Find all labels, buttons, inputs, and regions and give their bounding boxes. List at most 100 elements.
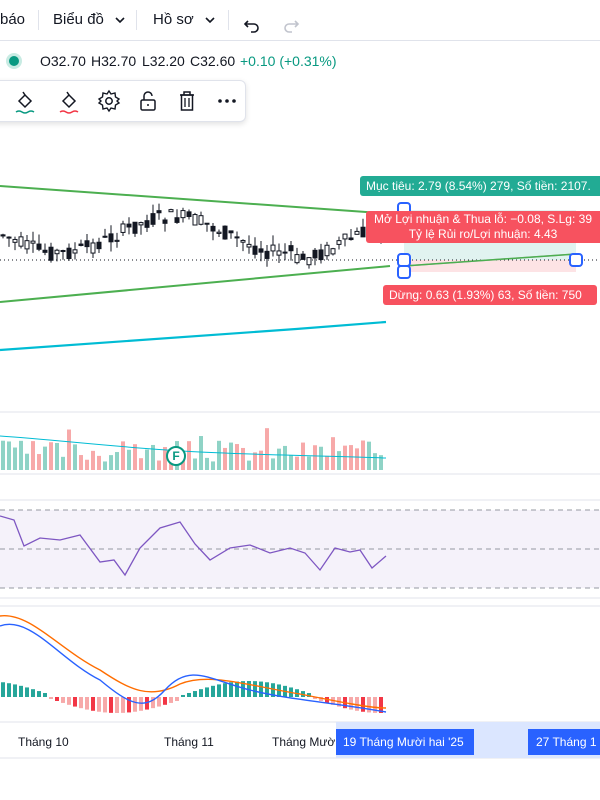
macd-histogram-bar <box>115 697 119 713</box>
toolbar-divider <box>136 10 137 30</box>
macd-histogram-bar <box>61 697 65 703</box>
macd-histogram-bar <box>1 682 5 697</box>
volume-bar <box>61 456 65 470</box>
profile-menu-button[interactable]: Hồ sơ <box>153 0 216 40</box>
candle-body <box>84 240 90 248</box>
risk-reward-label: Tỷ lệ Rủi ro/Lợi nhuận: 4.43 <box>408 227 558 241</box>
chart-menu-button[interactable]: Biểu đồ <box>53 0 126 40</box>
candle-body <box>54 249 60 255</box>
fill-color-button[interactable] <box>55 87 83 115</box>
lock-button[interactable] <box>134 87 162 115</box>
paint-bucket-icon <box>59 91 79 114</box>
candle-body <box>270 244 276 252</box>
line-color-button[interactable] <box>11 87 39 115</box>
settings-button[interactable] <box>95 87 123 115</box>
volume-bar <box>259 450 263 470</box>
volume-bar <box>331 437 335 470</box>
candle-body <box>192 214 198 226</box>
volume-bar <box>217 440 221 470</box>
ohlc-close: C32.60 <box>190 53 236 69</box>
macd-histogram-bar <box>139 697 143 711</box>
macd-histogram-bar <box>121 697 125 713</box>
macd-histogram-bar <box>55 697 59 701</box>
volume-bar <box>241 447 245 470</box>
candle-body <box>42 249 48 253</box>
event-marker-icon[interactable]: F <box>166 446 186 466</box>
candle-body <box>246 243 252 248</box>
volume-bar <box>127 449 131 470</box>
top-toolbar: báo Biểu đồ Hồ sơ <box>0 0 600 41</box>
volume-bar <box>325 455 329 470</box>
volume-bar <box>211 461 215 470</box>
candle-body <box>150 213 156 225</box>
volume-bar <box>1 440 5 470</box>
macd-histogram-bar <box>43 693 47 697</box>
macd-histogram-bar <box>163 697 167 705</box>
volume-bar <box>91 450 95 470</box>
candle-body <box>144 220 150 228</box>
candle-body <box>300 253 306 260</box>
macd-histogram-bar <box>259 681 263 697</box>
chart-menu-label: Biểu đồ <box>53 11 104 28</box>
candle-body <box>114 239 120 242</box>
candle-body <box>168 209 174 213</box>
unlock-icon <box>140 91 156 111</box>
redo-icon <box>284 20 300 33</box>
volume-bar <box>13 447 17 470</box>
candle-body <box>48 246 54 261</box>
candle-body <box>18 236 24 247</box>
macd-histogram-bar <box>253 681 257 697</box>
volume-bar <box>97 455 101 470</box>
rsi-line <box>0 515 387 577</box>
delete-button[interactable] <box>173 87 201 115</box>
macd-histogram-bar <box>187 692 191 697</box>
redo-button[interactable] <box>282 11 300 33</box>
volume-bar <box>349 445 353 470</box>
gear-icon <box>97 89 121 113</box>
candle-body <box>24 240 30 250</box>
volume-bar <box>73 444 77 470</box>
macd-histogram-bar <box>247 681 251 697</box>
upper-trendline <box>0 185 381 214</box>
macd-histogram-bar <box>151 697 155 709</box>
x-axis-label: Tháng 10 <box>18 735 69 749</box>
macd-histogram-bar <box>193 691 197 697</box>
candle-body <box>240 239 246 243</box>
pnl-label-box[interactable]: Mở Lợi nhuận & Thua lỗ: −0.08, S.Lg: 39 … <box>366 211 600 243</box>
candle-body <box>30 240 36 244</box>
undo-button[interactable] <box>243 11 261 33</box>
volume-bar <box>265 428 269 470</box>
volume-bar <box>31 441 35 470</box>
candle-body <box>336 240 342 245</box>
candle-body <box>120 223 126 233</box>
candle-body <box>66 247 72 260</box>
stop-label[interactable]: Dừng: 0.63 (1.93%) 63, Số tiền: 750 <box>383 285 597 305</box>
macd-histogram-bar <box>241 681 245 697</box>
ohlc-change: +0.10 (+0.31%) <box>240 53 337 69</box>
macd-histogram-bar <box>199 689 203 697</box>
ohlc-high: H32.70 <box>91 53 137 69</box>
volume-bar <box>25 453 29 470</box>
undo-icon <box>243 20 259 33</box>
candle-body <box>162 219 168 224</box>
drag-handle <box>397 265 411 279</box>
target-label[interactable]: Mục tiêu: 2.79 (8.54%) 279, Số tiền: 210… <box>360 176 600 196</box>
macd-histogram-bar <box>319 697 323 702</box>
volume-bar <box>55 442 59 470</box>
more-button[interactable] <box>213 87 241 115</box>
event-marker-label: F <box>172 449 180 463</box>
candle-body <box>108 233 114 243</box>
candle-body <box>180 210 186 219</box>
candle-body <box>126 223 132 228</box>
menu-partial[interactable]: báo <box>0 11 26 28</box>
toolbar-divider <box>38 10 39 30</box>
macd-histogram-bar <box>157 697 161 707</box>
candle-body <box>132 221 138 234</box>
volume-bar <box>271 458 275 470</box>
macd-histogram-bar <box>133 697 137 712</box>
macd-histogram-bar <box>25 687 29 697</box>
macd-histogram-bar <box>13 684 17 697</box>
volume-bar <box>319 446 323 470</box>
candle-body <box>0 234 6 237</box>
macd-histogram-bar <box>271 683 275 697</box>
